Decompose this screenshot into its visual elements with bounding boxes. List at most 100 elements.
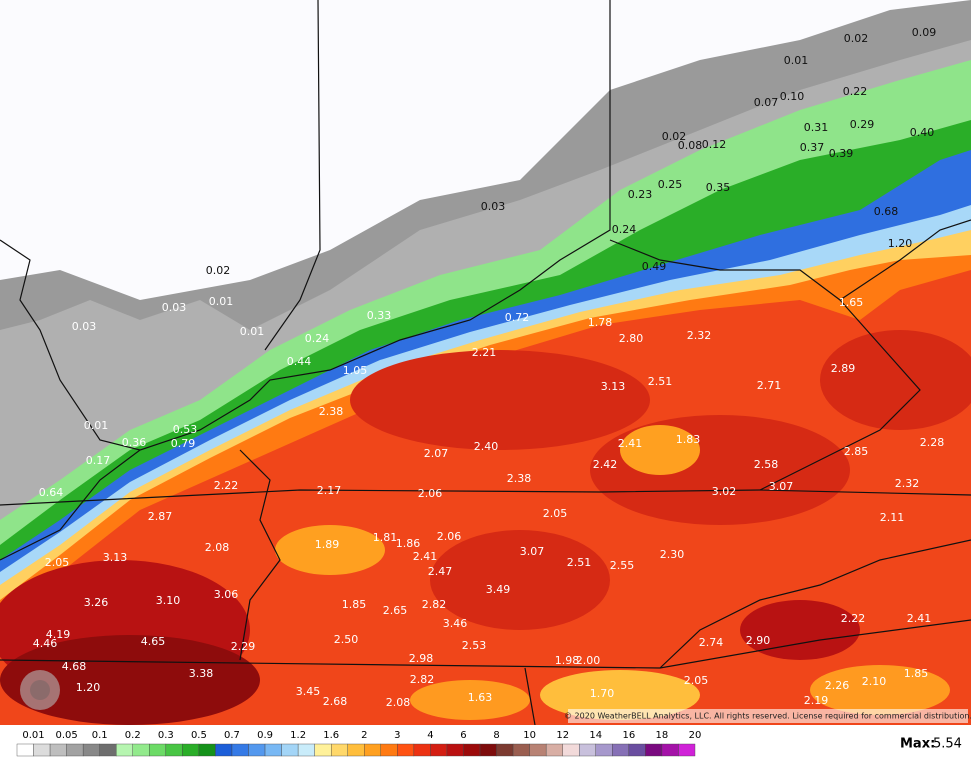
colorbar-label: 2 [361, 730, 367, 741]
colorbar-label: 0.7 [224, 730, 240, 741]
precip-label: 2.06 [418, 487, 443, 500]
precip-label: 1.83 [676, 433, 701, 446]
precip-label: 3.07 [520, 545, 545, 558]
colorbar-swatch [413, 743, 431, 757]
precip-label: 2.65 [383, 604, 408, 617]
precip-label: 0.79 [171, 437, 196, 450]
colorbar-swatch [496, 743, 514, 757]
precip-label: 0.39 [829, 147, 854, 160]
precip-label: 3.46 [443, 617, 468, 630]
colorbar-label: 1.6 [323, 730, 339, 741]
colorbar-label: 8 [493, 730, 499, 741]
precip-label: 2.08 [205, 541, 230, 554]
colorbar-swatch [16, 743, 34, 757]
precip-label: 2.58 [754, 458, 779, 471]
precip-label: 0.08 [678, 139, 703, 152]
colorbar-swatch [215, 743, 233, 757]
precip-label: 2.00 [576, 654, 601, 667]
precip-label: 3.26 [84, 596, 109, 609]
precip-label: 2.11 [880, 511, 905, 524]
colorbar-swatch [198, 743, 216, 757]
colorbar: 0.01 0.05 0.1 0.2 0.3 0.5 0.7 0.9 1.2 1.6 2 3 4 6 8 10 1… [16, 730, 701, 757]
precip-label: 2.06 [437, 530, 462, 543]
precip-label: 2.85 [844, 445, 869, 458]
colorbar-swatch [330, 743, 348, 757]
precip-label: 0.40 [910, 126, 935, 139]
precip-label: 1.86 [396, 537, 421, 550]
precip-label: 0.01 [784, 54, 809, 67]
precip-label: 2.53 [462, 639, 487, 652]
precip-label: 1.85 [904, 667, 929, 680]
colorbar-swatch [628, 743, 646, 757]
colorbar-swatch [132, 743, 150, 757]
precip-label: 0.49 [642, 260, 667, 273]
precip-label: 0.02 [206, 264, 231, 277]
colorbar-swatch [182, 743, 200, 757]
precip-label: 1.65 [839, 296, 864, 309]
precip-label: 2.32 [687, 329, 712, 342]
precip-label: 4.68 [62, 660, 87, 673]
precip-label: 0.01 [240, 325, 265, 338]
colorbar-label: 12 [556, 730, 569, 741]
precip-label: 0.01 [209, 295, 234, 308]
copyright-backdrop [568, 709, 968, 723]
logo [20, 670, 60, 710]
state-borders [0, 0, 971, 726]
precip-label: 0.24 [305, 332, 330, 345]
precip-label: 3.02 [712, 485, 737, 498]
precip-label: 2.21 [472, 346, 497, 359]
precip-label: 1.63 [468, 691, 493, 704]
precip-label: 2.68 [323, 695, 348, 708]
copyright: © 2020 WeatherBELL Analytics, LLC. All r… [564, 712, 971, 721]
precip-label: 2.82 [422, 598, 447, 611]
precip-label: 3.38 [189, 667, 214, 680]
colorbar-swatch [397, 743, 415, 757]
precip-label: 1.85 [342, 598, 367, 611]
precip-label: 0.22 [843, 85, 868, 98]
precip-label: 2.07 [424, 447, 449, 460]
precip-label: 2.90 [746, 634, 771, 647]
precip-label: 3.13 [601, 380, 626, 393]
precip-label: 0.68 [874, 205, 899, 218]
colorbar-swatch [49, 743, 67, 757]
colorbar-label: 0.2 [125, 730, 141, 741]
precip-label: 2.41 [618, 437, 643, 450]
precip-label: 1.05 [343, 364, 368, 377]
colorbar-swatch [364, 743, 382, 757]
precip-label: 0.64 [39, 486, 64, 499]
colorbar-swatch [430, 743, 448, 757]
precip-label: 0.25 [658, 178, 683, 191]
colorbar-label: 3 [394, 730, 400, 741]
colorbar-swatch [33, 743, 51, 757]
precip-label: 1.78 [588, 316, 613, 329]
precip-label: 1.98 [555, 654, 580, 667]
precip-label: 0.02 [844, 32, 869, 45]
colorbar-label: 1.2 [290, 730, 306, 741]
precip-label: 0.09 [912, 26, 937, 39]
precip-label: 2.40 [474, 440, 499, 453]
max-value: 5.54 [933, 737, 962, 752]
precip-label: 4.19 [46, 628, 71, 641]
precip-label: 1.20 [888, 237, 913, 250]
precip-label: 0.72 [505, 311, 530, 324]
colorbar-swatch [165, 743, 183, 757]
precip-label: 2.08 [386, 696, 411, 709]
precip-label: 0.35 [706, 181, 731, 194]
precip-label: 0.37 [800, 141, 825, 154]
precip-label: 3.49 [486, 583, 511, 596]
precip-label: 0.36 [122, 436, 147, 449]
precip-label: 4.65 [141, 635, 166, 648]
precip-label: 2.74 [699, 636, 724, 649]
precip-label: 2.19 [804, 694, 829, 707]
colorbar-swatch [512, 743, 530, 757]
precip-labels: 0.02 0.09 0.01 0.22 0.07 0.10 0.31 0.29 0.40 0.02… [33, 26, 945, 709]
precip-label: 3.45 [296, 685, 321, 698]
precip-label: 3.07 [769, 480, 794, 493]
precip-label: 0.29 [850, 118, 875, 131]
colorbar-swatch [479, 743, 497, 757]
precip-label: 2.71 [757, 379, 782, 392]
colorbar-label: 18 [656, 730, 669, 741]
precip-label: 3.13 [103, 551, 128, 564]
